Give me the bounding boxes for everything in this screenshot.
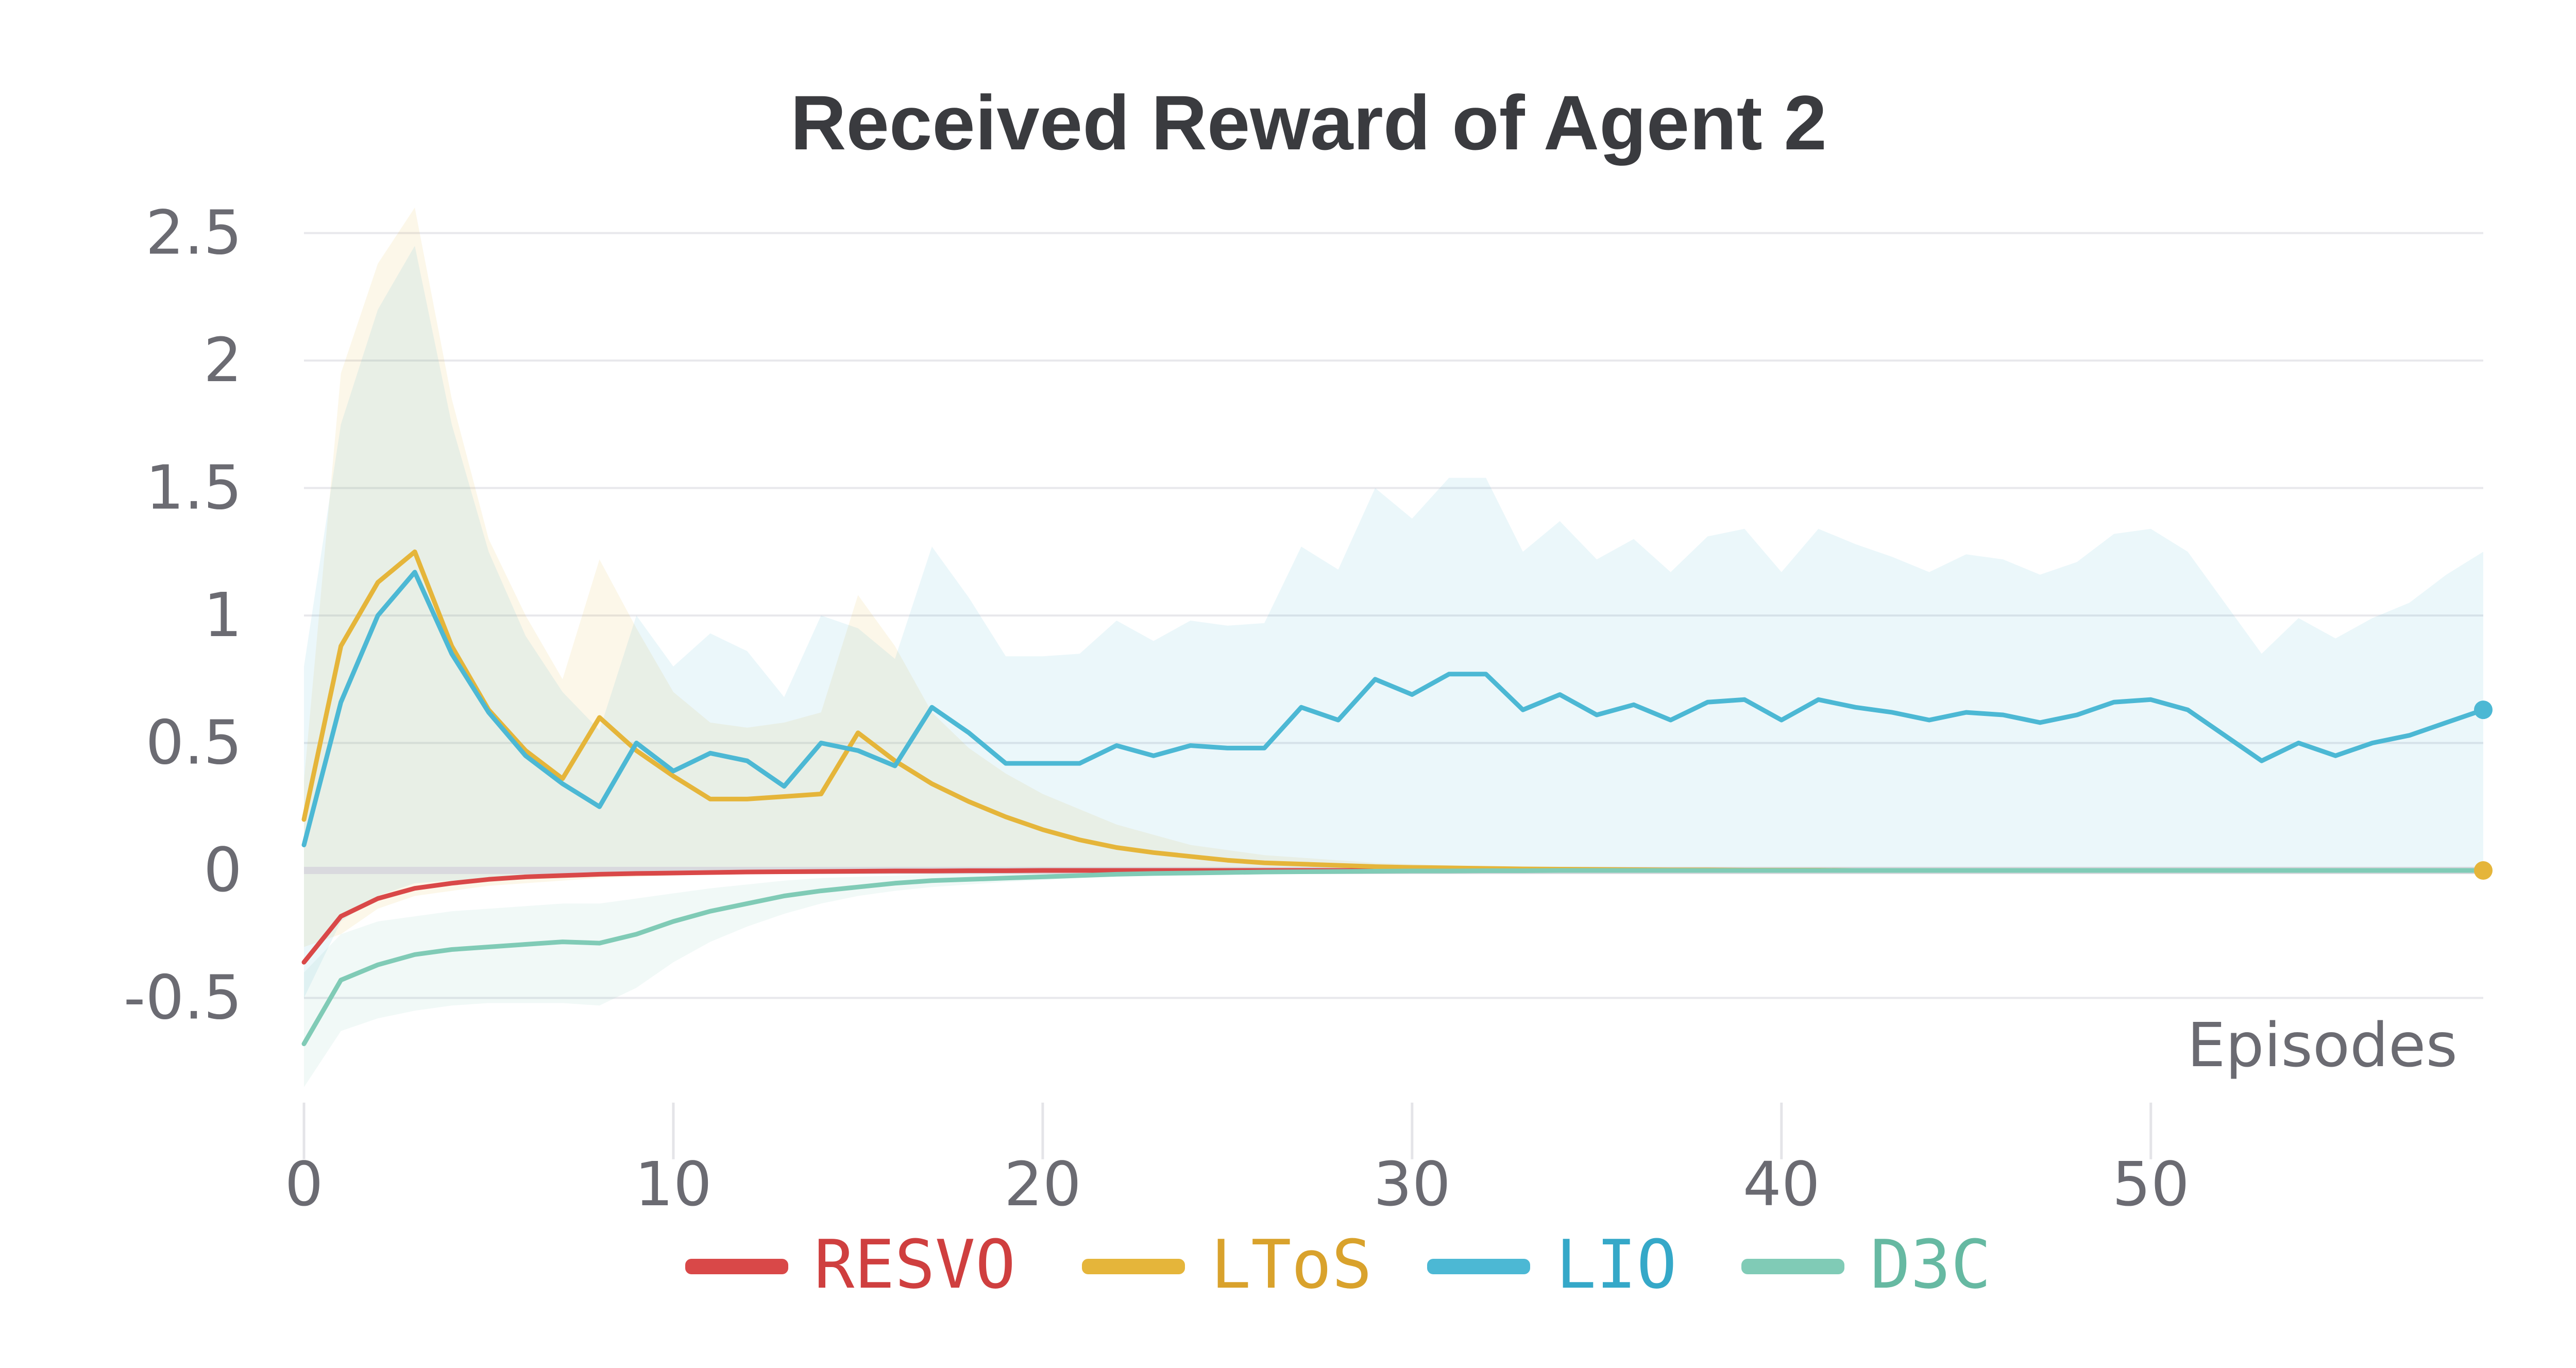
legend-swatch (1082, 1259, 1185, 1274)
legend-label: RESVO (814, 1225, 1015, 1304)
band-lio (304, 246, 2483, 998)
end-marker-ltos (2474, 861, 2493, 880)
y-tick-label: 2 (204, 324, 242, 396)
legend-item-resvo[interactable]: RESVO (685, 1225, 1015, 1304)
legend[interactable]: RESVO LToS LIO D3C (685, 1225, 1991, 1304)
line-layer (301, 549, 2493, 1047)
series-line-d3c (301, 868, 2486, 1047)
legend-item-d3c[interactable]: D3C (1741, 1225, 1991, 1304)
x-axis-title: Episodes (2187, 1010, 2458, 1081)
y-tick-label: 2.5 (145, 197, 242, 268)
x-tick-label: 50 (2112, 1149, 2190, 1220)
y-tick-label: 0.5 (145, 707, 242, 778)
grid-layer (304, 232, 2483, 999)
x-tick-label: 20 (1004, 1149, 1081, 1220)
x-tick-label: 30 (1374, 1149, 1451, 1220)
series-line-lio (301, 570, 2486, 847)
legend-label: D3C (1870, 1225, 1991, 1304)
x-tick-label: 0 (284, 1149, 323, 1220)
band-ltos (304, 208, 2483, 947)
x-tick-label: 40 (1743, 1149, 1820, 1220)
legend-swatch (1427, 1259, 1530, 1274)
y-tick-label: 1.5 (145, 452, 242, 523)
y-tick-label: -0.5 (124, 962, 242, 1033)
band-layer (304, 208, 2483, 1087)
x-tick-label: 10 (635, 1149, 712, 1220)
end-marker-lio (2474, 700, 2493, 720)
legend-swatch (1741, 1259, 1844, 1274)
y-tick-label: 1 (204, 579, 242, 651)
legend-label: LToS (1211, 1225, 1372, 1304)
y-tick-label: 0 (204, 834, 242, 905)
tick-layer: -0.5 0 0.5 1 1.5 2 2.5 0 10 20 30 40 50 (124, 197, 2190, 1220)
chart-title: Received Reward of Agent 2 (790, 79, 1827, 166)
band-d3c (304, 870, 2483, 1087)
legend-label: LIO (1556, 1225, 1677, 1304)
legend-item-ltos[interactable]: LToS (1082, 1225, 1372, 1304)
legend-item-lio[interactable]: LIO (1427, 1225, 1677, 1304)
legend-swatch (685, 1259, 788, 1274)
